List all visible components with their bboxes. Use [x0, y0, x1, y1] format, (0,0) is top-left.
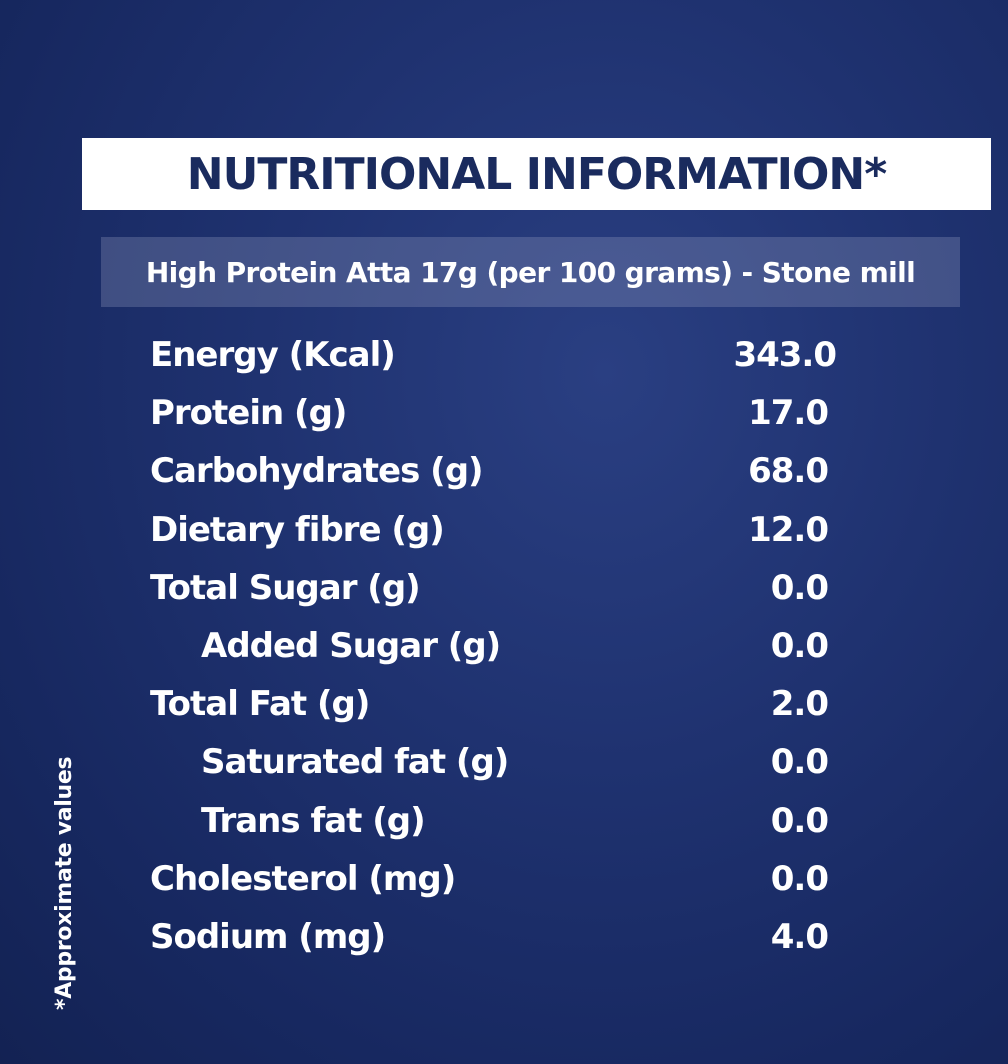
- nutrition-row-added-sugar: Added Sugar (g) 0.0: [0, 620, 1008, 678]
- nutrient-value: 0.0: [770, 567, 829, 608]
- nutrition-row-trans-fat: Trans fat (g) 0.0: [0, 795, 1008, 853]
- nutrient-label: Added Sugar (g): [201, 625, 501, 666]
- nutrient-label: Total Sugar (g): [150, 567, 421, 608]
- nutrition-row-total-fat: Total Fat (g) 2.0: [0, 678, 1008, 736]
- nutrient-value: 17.0: [748, 393, 829, 434]
- nutrient-label: Saturated fat (g): [201, 742, 509, 783]
- nutrient-value: 0.0: [770, 742, 829, 783]
- nutrient-label: Cholesterol (mg): [150, 858, 456, 899]
- nutrient-label: Total Fat (g): [150, 684, 370, 725]
- nutrient-value: 0.0: [770, 625, 829, 666]
- approximate-values-note: *Approximate values: [52, 756, 77, 1010]
- nutrient-label: Protein (g): [150, 393, 347, 434]
- nutrition-row-total-sugar: Total Sugar (g) 0.0: [0, 562, 1008, 620]
- product-subtitle: High Protein Atta 17g (per 100 grams) - …: [145, 255, 916, 289]
- title-banner: NUTRITIONAL INFORMATION*: [82, 138, 991, 210]
- nutrition-row-saturated-fat: Saturated fat (g) 0.0: [0, 736, 1008, 794]
- nutrition-row-protein: Protein (g) 17.0: [0, 387, 1008, 445]
- nutrient-value: 4.0: [770, 916, 829, 957]
- nutrient-value: 2.0: [770, 684, 829, 725]
- product-subtitle-banner: High Protein Atta 17g (per 100 grams) - …: [101, 237, 960, 307]
- nutrient-value: 0.0: [770, 858, 829, 899]
- nutrient-value: 68.0: [748, 451, 829, 492]
- nutrient-value: 12.0: [748, 509, 829, 550]
- nutrition-row-carbohydrates: Carbohydrates (g) 68.0: [0, 445, 1008, 503]
- nutrition-row-cholesterol: Cholesterol (mg) 0.0: [0, 853, 1008, 911]
- nutrient-value: 0.0: [770, 800, 829, 841]
- nutrient-label: Energy (Kcal): [150, 335, 396, 375]
- nutrient-label: Dietary fibre (g): [150, 509, 445, 550]
- page-title: NUTRITIONAL INFORMATION*: [186, 148, 887, 200]
- nutrition-row-dietary-fibre: Dietary fibre (g) 12.0: [0, 504, 1008, 562]
- nutrition-row-sodium: Sodium (mg) 4.0: [0, 911, 1008, 969]
- nutrient-label: Sodium (mg): [150, 916, 386, 957]
- nutrient-label: Trans fat (g): [201, 800, 426, 841]
- nutrient-label: Carbohydrates (g): [150, 451, 484, 492]
- nutrition-row-energy: Energy (Kcal) 343.0: [0, 329, 1008, 387]
- nutrition-table: Energy (Kcal) 343.0 Protein (g) 17.0 Car…: [0, 329, 1008, 969]
- nutrient-value: 343.0: [733, 335, 837, 375]
